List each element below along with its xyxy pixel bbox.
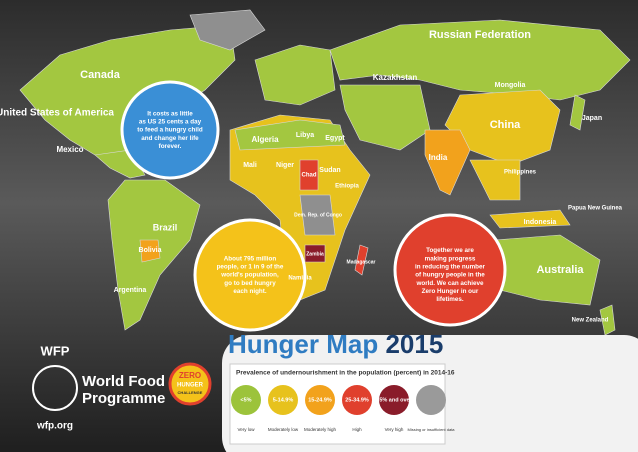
legend-range: 15-24.9% xyxy=(308,397,332,403)
continents xyxy=(19,9,631,336)
logo-acronym: WFP xyxy=(41,343,70,358)
japan-area xyxy=(569,94,586,131)
country-label: Bolivia xyxy=(139,247,162,254)
callout-text: people, or 1 in 9 of the xyxy=(217,263,284,270)
callout-text: Zero Hunger in our xyxy=(422,288,479,295)
country-label: Japan xyxy=(582,115,602,122)
callout-text: forever. xyxy=(159,143,182,150)
madagascar-area xyxy=(354,244,369,276)
callout-text: of hungry people in the xyxy=(415,272,485,279)
country-label: Mexico xyxy=(56,145,83,154)
europe xyxy=(254,44,336,106)
congo-area xyxy=(299,194,336,236)
callout-circle xyxy=(393,213,507,327)
country-label: United States of America xyxy=(0,108,114,119)
legend-range: 5-14.9% xyxy=(273,397,294,403)
country-label: Mongolia xyxy=(495,82,526,89)
callout-text: as US 25 cents a day xyxy=(139,118,202,125)
country-label: Argentina xyxy=(114,287,147,294)
chad-area xyxy=(299,159,319,191)
country-label: Canada xyxy=(80,69,121,81)
legend-swatch xyxy=(268,385,298,415)
legend-swatch xyxy=(416,385,446,415)
middle-east xyxy=(339,84,431,151)
country-label: Russian Federation xyxy=(429,29,531,41)
badge-text: ZERO xyxy=(179,371,201,380)
legend-label: High xyxy=(352,427,362,432)
country-label: Indonesia xyxy=(524,219,557,226)
legend-swatch xyxy=(342,385,372,415)
country-label: China xyxy=(490,119,521,131)
legend-label: Missing or insufficient data xyxy=(407,427,455,432)
callout-text: to feed a hungry child xyxy=(137,127,203,134)
legend-swatch xyxy=(231,385,261,415)
africa xyxy=(229,114,371,301)
legend-swatch xyxy=(305,385,335,415)
zambia-area xyxy=(304,244,326,263)
legend-label: Moderately low xyxy=(268,427,299,432)
title-year: 2015 xyxy=(385,329,443,359)
country-label: Brazil xyxy=(153,222,178,232)
callout-text: It costs as little xyxy=(147,110,193,117)
zero-hunger-badge xyxy=(168,362,212,406)
country-label: Algeria xyxy=(251,135,279,144)
country-label: Dem. Rep. of Congo xyxy=(294,212,342,218)
callout-text: About 795 million xyxy=(224,255,277,262)
title: Hunger Map 2015 xyxy=(228,329,443,359)
country-label: Australia xyxy=(536,264,584,276)
country-label: Philippines xyxy=(504,170,537,176)
badge-text: CHALLENGE xyxy=(178,390,203,395)
country-label: Egypt xyxy=(325,135,345,142)
logo-url: wfp.org xyxy=(36,421,73,432)
country-label: Sudan xyxy=(319,167,340,174)
title-text: Hunger Map xyxy=(228,329,378,359)
legend-label: Moderately high xyxy=(304,427,337,432)
new-zealand-area xyxy=(599,304,616,336)
bolivia-area xyxy=(139,239,161,263)
country-label: India xyxy=(429,153,448,162)
callout-text: lifetimes. xyxy=(436,296,464,303)
southeast-asia xyxy=(469,159,521,201)
china-area xyxy=(444,89,561,166)
logo-name: Programme xyxy=(82,390,165,407)
india-area xyxy=(424,129,471,196)
callout-text: each night. xyxy=(233,288,266,295)
wfp-emblem xyxy=(32,365,78,411)
badge-text: HUNGER xyxy=(177,383,204,389)
callout-text: in reducing the number xyxy=(415,263,486,270)
russia xyxy=(329,19,631,101)
country-label: New Zealand xyxy=(572,318,609,324)
country-label: Niger xyxy=(276,162,294,169)
country-label: Namibia xyxy=(288,276,312,282)
country-label: Kazakhstan xyxy=(373,73,418,82)
callout-text: making progress xyxy=(425,255,476,262)
callout-text: world. We can achieve xyxy=(415,280,484,287)
callout-text: world's population, xyxy=(220,272,279,279)
callout-circle xyxy=(193,218,307,332)
country-label: Madagascar xyxy=(347,259,376,265)
country-label: Libya xyxy=(296,132,314,139)
north-africa xyxy=(234,119,346,151)
legend-swatch xyxy=(379,385,409,415)
indonesia-area xyxy=(489,209,571,229)
callout-text: go to bed hungry xyxy=(224,280,276,287)
country-label: Mali xyxy=(243,162,257,169)
country-label: Ethiopia xyxy=(335,184,359,190)
country-label: Zambia xyxy=(306,251,324,257)
legend-range: 35% and over xyxy=(376,397,412,403)
country-label: Papua New Guinea xyxy=(568,206,623,212)
legend-title: Prevalence of undernourishment in the po… xyxy=(236,370,455,377)
callout-circle xyxy=(120,80,220,180)
callout-text: Together we are xyxy=(426,247,474,254)
greenland xyxy=(189,9,266,51)
legend-label: Very low xyxy=(237,427,255,432)
logo-name: World Food xyxy=(82,373,165,390)
legend-label: Very high xyxy=(385,427,404,432)
legend-range: 25-34.9% xyxy=(345,397,369,403)
callout-text: and change her life xyxy=(141,135,199,142)
country-label: Chad xyxy=(302,173,317,179)
legend-range: <5% xyxy=(240,397,251,403)
